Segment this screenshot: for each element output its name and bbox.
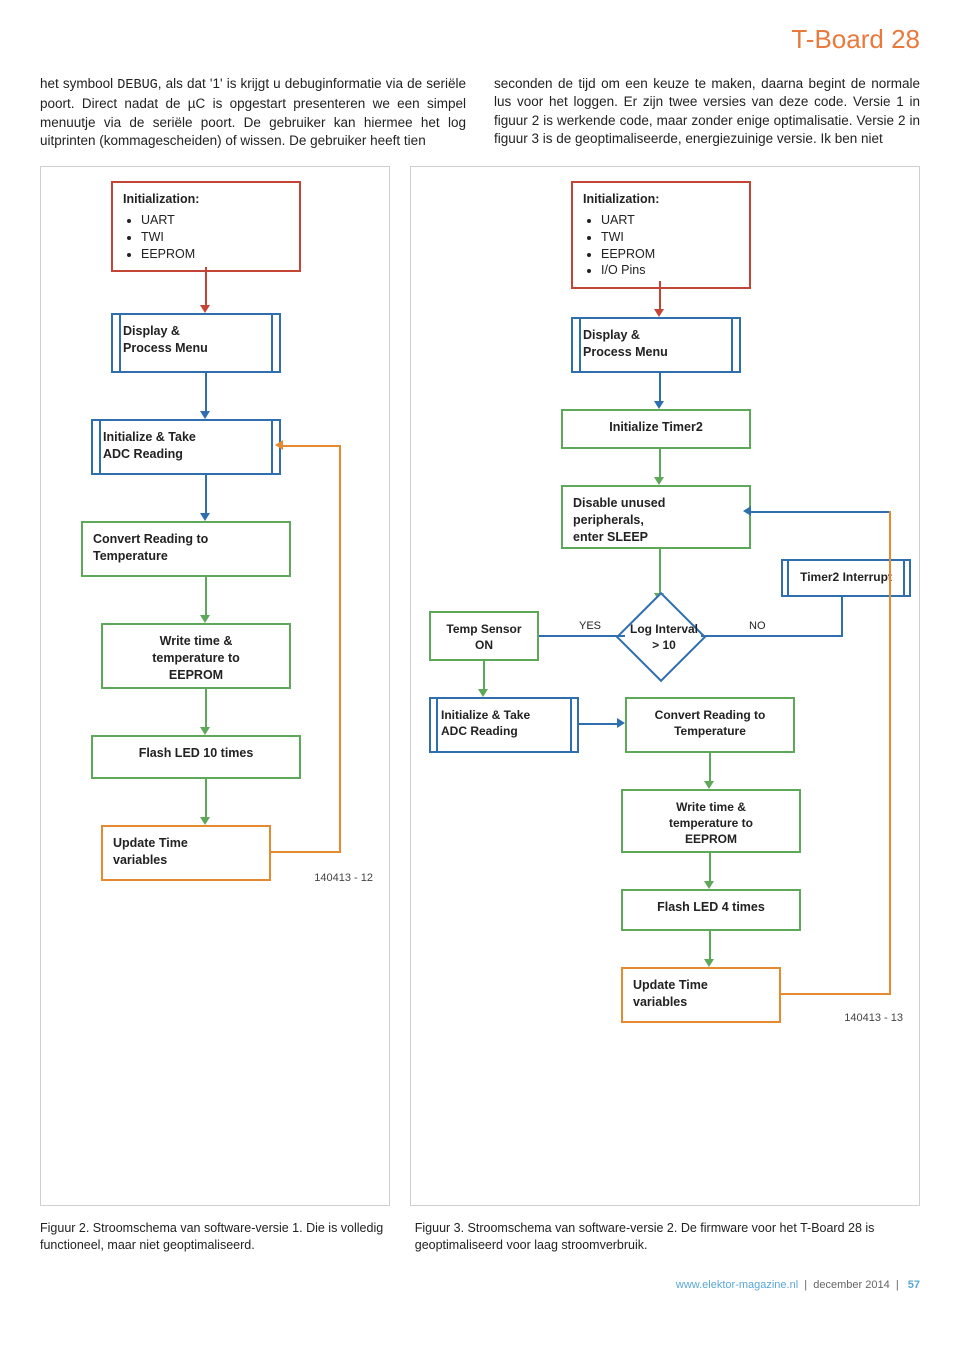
- flow-node-menu: Display & Process Menu: [571, 317, 741, 373]
- node-label: Update Time variables: [113, 836, 188, 867]
- article-col-right: seconden de tijd om een keuze te maken, …: [494, 75, 920, 148]
- article-col-left: het symbool DEBUG, als dat '1' is krijgt…: [40, 75, 466, 150]
- yes-label: YES: [579, 619, 601, 634]
- init-title: Initialization:: [583, 191, 739, 208]
- flow-node-update: Update Time variables: [101, 825, 271, 881]
- flow-node-init: Initialization: UART TWI EEPROM: [111, 181, 301, 273]
- footer-site: www.elektor-magazine.nl: [676, 1279, 798, 1291]
- decision-label: Log Interval > 10: [619, 621, 709, 653]
- page-title: T-Board 28: [40, 22, 920, 57]
- init-item: EEPROM: [141, 246, 289, 263]
- flow-node-irq: Timer2 Interrupt: [781, 559, 911, 597]
- figure-ref: 140413 - 12: [314, 871, 373, 886]
- figure-2: Initialization: UART TWI EEPROM Display …: [40, 166, 390, 1206]
- flow-node-adc: Initialize & Take ADC Reading: [429, 697, 579, 753]
- node-label: Flash LED 10 times: [139, 746, 254, 760]
- node-label: Initialize Timer2: [609, 420, 703, 434]
- figure-ref: 140413 - 13: [844, 1011, 903, 1026]
- figure-3-caption: Figuur 3. Stroomschema van software-vers…: [415, 1220, 920, 1254]
- init-item: TWI: [601, 229, 739, 246]
- node-label: Initialize & Take ADC Reading: [441, 708, 530, 738]
- page-footer: www.elektor-magazine.nl | december 2014 …: [40, 1278, 920, 1293]
- flow-node-write: Write time & temperature to EEPROM: [101, 623, 291, 689]
- flow-node-timer: Initialize Timer2: [561, 409, 751, 449]
- article-columns: het symbool DEBUG, als dat '1' is krijgt…: [40, 75, 920, 150]
- flow-node-flash: Flash LED 10 times: [91, 735, 301, 779]
- flow-node-init: Initialization: UART TWI EEPROM I/O Pins: [571, 181, 751, 289]
- node-label: Timer2 Interrupt: [800, 570, 892, 584]
- flow-node-convert: Convert Reading to Temperature: [81, 521, 291, 577]
- flow-node-menu: Display & Process Menu: [111, 313, 281, 373]
- figure-2-caption: Figuur 2. Stroomschema van software-vers…: [40, 1220, 387, 1254]
- node-label: Initialize & Take ADC Reading: [103, 430, 196, 461]
- no-label: NO: [749, 619, 766, 634]
- flow-node-adc: Initialize & Take ADC Reading: [91, 419, 281, 475]
- node-label: Convert Reading to Temperature: [93, 532, 208, 563]
- init-title: Initialization:: [123, 191, 289, 208]
- init-item: EEPROM: [601, 246, 739, 263]
- footer-issue: december 2014: [813, 1279, 889, 1291]
- node-label: Disable unused peripherals, enter SLEEP: [573, 496, 665, 544]
- node-label: Flash LED 4 times: [657, 900, 765, 914]
- flow-node-update: Update Time variables: [621, 967, 781, 1023]
- node-label: Write time & temperature to EEPROM: [152, 634, 240, 682]
- flow-node-flash: Flash LED 4 times: [621, 889, 801, 931]
- node-label: Update Time variables: [633, 978, 708, 1009]
- init-item: UART: [601, 212, 739, 229]
- flow-node-convert: Convert Reading to Temperature: [625, 697, 795, 753]
- flow-node-write: Write time & temperature to EEPROM: [621, 789, 801, 853]
- init-item: I/O Pins: [601, 262, 739, 279]
- node-label: Convert Reading to Temperature: [655, 708, 766, 738]
- node-label: Write time & temperature to EEPROM: [669, 800, 753, 846]
- init-item: UART: [141, 212, 289, 229]
- init-item: TWI: [141, 229, 289, 246]
- flow-node-sleep: Disable unused peripherals, enter SLEEP: [561, 485, 751, 549]
- node-label: Temp Sensor ON: [446, 622, 521, 652]
- node-label: Display & Process Menu: [583, 328, 668, 359]
- flow-node-sensor: Temp Sensor ON: [429, 611, 539, 661]
- figure-3: Initialization: UART TWI EEPROM I/O Pins…: [410, 166, 920, 1206]
- node-label: Display & Process Menu: [123, 324, 208, 355]
- footer-page: 57: [908, 1279, 920, 1291]
